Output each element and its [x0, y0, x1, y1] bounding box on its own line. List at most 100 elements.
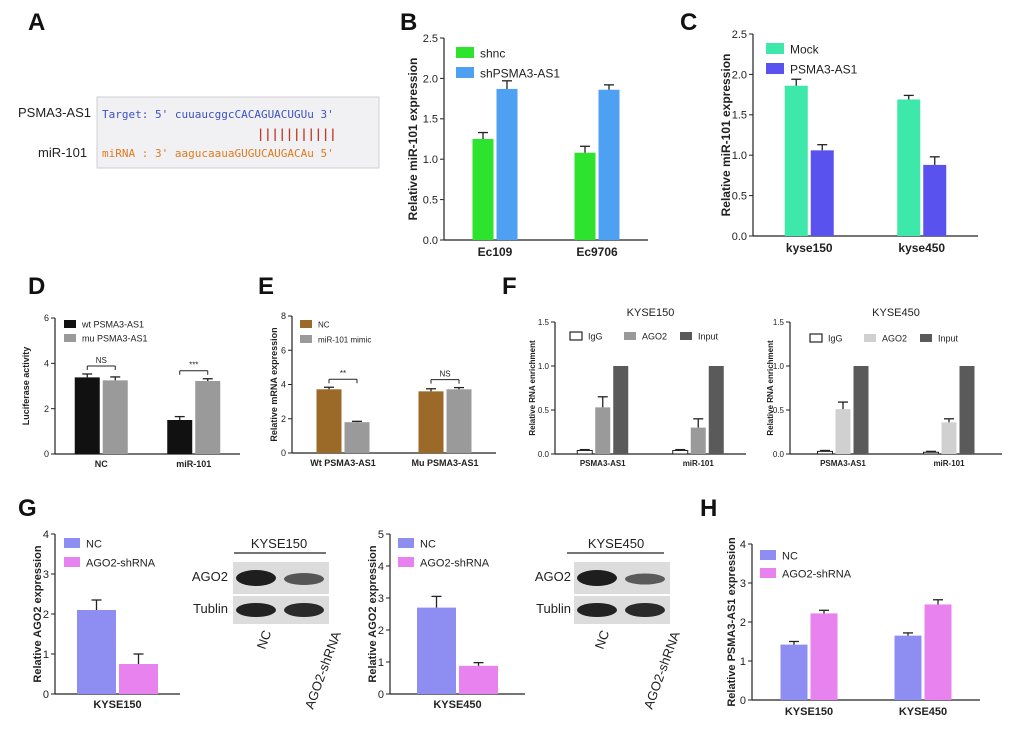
bar [894, 635, 922, 700]
blot-row-tublin: Tublin [193, 601, 228, 616]
bar [195, 381, 221, 454]
x-tick-label: miR-101 [176, 459, 211, 469]
panel-letter-d: D [28, 273, 45, 300]
bar [496, 88, 518, 241]
bar [690, 427, 706, 454]
y-tick-label: 0 [44, 449, 49, 459]
y-axis-title: Relative miR-101 expression [406, 58, 420, 221]
y-tick-label: 6 [44, 313, 49, 323]
legend-swatch [569, 331, 583, 341]
legend-swatch [760, 550, 776, 560]
blot-lane-nc: NC [254, 628, 275, 651]
significance-label: NS [96, 356, 107, 365]
legend-label: Input [698, 332, 719, 342]
y-tick-label: 0 [378, 689, 384, 701]
x-tick-label: Ec9706 [576, 245, 618, 259]
bar [446, 389, 472, 453]
panel-letter-c: C [680, 9, 697, 36]
y-tick-label: 2.0 [732, 69, 747, 81]
bar [672, 449, 689, 455]
x-tick-label: Ec109 [478, 245, 513, 259]
legend-label: AGO2-shRNA [420, 558, 490, 570]
x-tick-label: KYSE150 [785, 706, 833, 718]
legend-label: NC [420, 539, 436, 551]
legend-label: IgG [828, 334, 843, 344]
y-tick-label: 2.5 [423, 33, 438, 45]
y-tick-label: 3 [43, 569, 49, 581]
blot-band [577, 603, 617, 617]
y-axis-title: Relative RNA enrichment [766, 340, 775, 436]
legend-swatch [456, 47, 474, 58]
chart-f-kyse150: 0.0 0.5 1.0 1.5 Relative RNA enrichment KYSE1… [528, 307, 746, 468]
y-axis-title: Relative AGO2 expression [367, 545, 379, 682]
y-tick-label: 5 [378, 529, 384, 541]
legend-label: AGO2-shRNA [782, 569, 852, 581]
legend-label: AGO2-shRNA [86, 558, 156, 570]
chart-f-kyse450: 0.0 0.5 1.0 1.5 Relative RNA enrichment KYSE4… [766, 307, 1002, 468]
panel-letter-f: F [502, 273, 517, 300]
y-tick-label: 8 [281, 311, 286, 321]
legend-swatch [64, 334, 76, 342]
x-tick-label: PSMA3-AS1 [580, 459, 626, 468]
x-tick-label: KYSE450 [899, 706, 947, 718]
y-tick-label: 0.5 [773, 406, 785, 415]
x-tick-label: miR-101 [933, 459, 965, 468]
western-blot-kyse150: KYSE150 AGO2 Tublin NC AGO2-shRNA [192, 536, 344, 711]
panel-letter-b: B [400, 9, 417, 36]
legend-label: NC [782, 551, 798, 563]
bar [119, 664, 158, 694]
legend-label: shnc [480, 47, 505, 61]
x-tick-label: KYSE450 [433, 699, 481, 711]
y-axis-title: Relative PSMA3-AS1 expression [726, 537, 738, 707]
blot-lane-nc: NC [592, 628, 613, 651]
bar [418, 391, 444, 453]
bar [708, 366, 724, 454]
y-tick-label: 0.5 [538, 406, 550, 415]
y-tick-label: 0.5 [423, 194, 438, 206]
y-tick-label: 3 [740, 578, 746, 590]
y-tick-label: 0.0 [732, 231, 747, 243]
panel-letter-h: H [700, 495, 717, 522]
panel-letters: A B C D E F G H [18, 9, 717, 522]
y-tick-label: 2 [378, 625, 384, 637]
blot-band [236, 570, 276, 586]
legend-label: Input [938, 334, 959, 344]
x-tick-label: kyse450 [898, 241, 945, 255]
y-tick-label: 0.0 [538, 450, 550, 459]
y-tick-label: 3 [378, 593, 384, 605]
legend-swatch [300, 335, 312, 343]
bar [576, 449, 593, 455]
x-tick-label: PSMA3-AS1 [820, 459, 866, 468]
y-tick-label: 1.0 [538, 362, 550, 371]
y-tick-label: 2 [43, 609, 49, 621]
blot-row-tublin: Tublin [536, 601, 571, 616]
x-tick-label: Wt PSMA3-AS1 [310, 458, 376, 468]
legend-swatch [64, 320, 76, 328]
legend-label: miR-101 mimic [318, 336, 371, 345]
bar [810, 150, 834, 236]
bar [316, 389, 342, 453]
y-tick-label: 1 [378, 657, 384, 669]
legend-swatch [766, 63, 784, 74]
bar [853, 366, 869, 454]
x-tick-label: Mu PSMA3-AS1 [411, 458, 478, 468]
legend-swatch [456, 67, 474, 78]
chart-d: 0 2 4 6 Luciferase activity NC miR-101 NS *** wt … [21, 313, 240, 469]
y-tick-label: 1.0 [732, 150, 747, 162]
chart-title: KYSE450 [872, 307, 920, 319]
blot-band [625, 603, 665, 617]
y-tick-label: 0 [281, 448, 286, 458]
mirna-label: miR-101 [38, 145, 87, 160]
significance-label: NS [439, 370, 450, 379]
bar [897, 99, 921, 236]
blot-row-ago2: AGO2 [192, 569, 228, 584]
legend-label: wt PSMA3-AS1 [81, 320, 144, 330]
y-tick-label: 1.5 [773, 318, 785, 327]
bar [613, 366, 629, 454]
significance-label: *** [189, 361, 198, 370]
panel-letter-e: E [258, 273, 274, 300]
bar [817, 450, 833, 455]
